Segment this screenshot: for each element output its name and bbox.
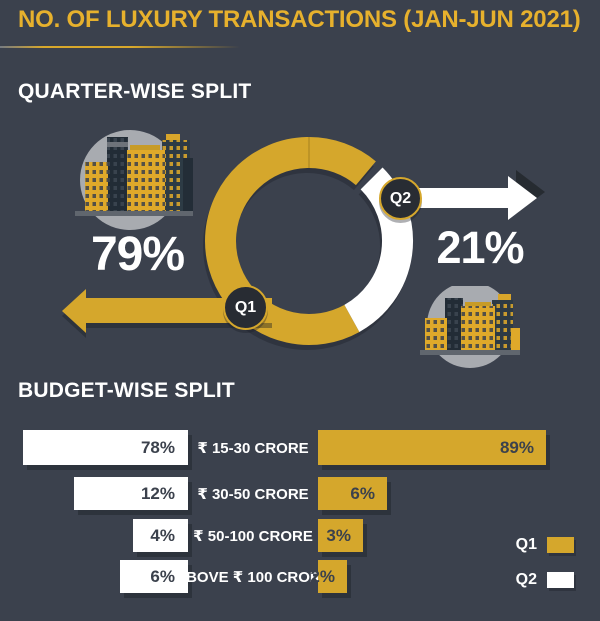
q2-right-arrow <box>395 170 545 220</box>
q2-badge: Q2 <box>379 177 422 220</box>
q1-bar-value: 6% <box>350 483 375 503</box>
q2-percentage: 21% <box>436 222 524 273</box>
q2-bar: 12% <box>74 477 188 510</box>
budget-section-heading: BUDGET-WISE SPLIT <box>18 379 235 402</box>
legend-q2-label: Q2 <box>515 570 537 588</box>
q1-badge-label: Q1 <box>234 298 257 316</box>
q2-bar: 6% <box>120 560 188 593</box>
q2-bar-value: 78% <box>140 437 175 457</box>
city-buildings-icon <box>75 130 193 230</box>
q2-bar-value: 12% <box>140 483 175 503</box>
legend: Q1 Q2 <box>505 536 574 606</box>
q2-bar: 78% <box>23 430 188 465</box>
budget-category-label: ₹ 50-100 CRORE <box>193 527 313 545</box>
budget-row-50-100: 4% ₹ 50-100 CRORE 3% <box>0 519 600 552</box>
budget-row-30-50: 12% ₹ 30-50 CRORE 6% <box>0 477 600 510</box>
legend-item-q1: Q1 <box>505 536 574 553</box>
legend-q1-label: Q1 <box>515 535 537 553</box>
title-divider <box>0 46 240 48</box>
q1-percentage: 79% <box>90 228 185 281</box>
budget-category-label: ABOVE ₹ 100 CRORE <box>175 568 331 586</box>
page-title: NO. OF LUXURY TRANSACTIONS (JAN-JUN 2021… <box>18 6 581 33</box>
q2-bar: 4% <box>133 519 188 552</box>
legend-item-q2: Q2 <box>505 571 574 588</box>
q1-bar-value: 3% <box>326 525 351 545</box>
q1-badge: Q1 <box>223 285 268 330</box>
q1-bar: 6% <box>318 477 387 510</box>
q2-bar-value: 4% <box>150 525 175 545</box>
q1-bar: 3% <box>318 519 363 552</box>
q2-bar-value: 6% <box>150 566 175 586</box>
legend-q1-swatch <box>547 536 574 553</box>
q1-bar: 2% <box>310 560 347 593</box>
budget-category-label: ₹ 30-50 CRORE <box>197 485 309 503</box>
q1-bar-value: 89% <box>499 437 534 457</box>
legend-q2-swatch <box>547 571 574 588</box>
budget-row-15-30: 78% ₹ 15-30 CRORE 89% <box>0 430 600 465</box>
city-buildings-icon-small <box>420 286 520 368</box>
donut-segment-q1 <box>205 137 376 345</box>
q2-badge-label: Q2 <box>389 189 412 207</box>
q1-bar-value: 2% <box>310 566 335 586</box>
budget-row-above-100: 6% ABOVE ₹ 100 CRORE 2% <box>0 560 600 593</box>
q1-bar: 89% <box>318 430 546 465</box>
quarter-section-heading: QUARTER-WISE SPLIT <box>18 80 252 103</box>
budget-category-label: ₹ 15-30 CRORE <box>197 439 309 457</box>
